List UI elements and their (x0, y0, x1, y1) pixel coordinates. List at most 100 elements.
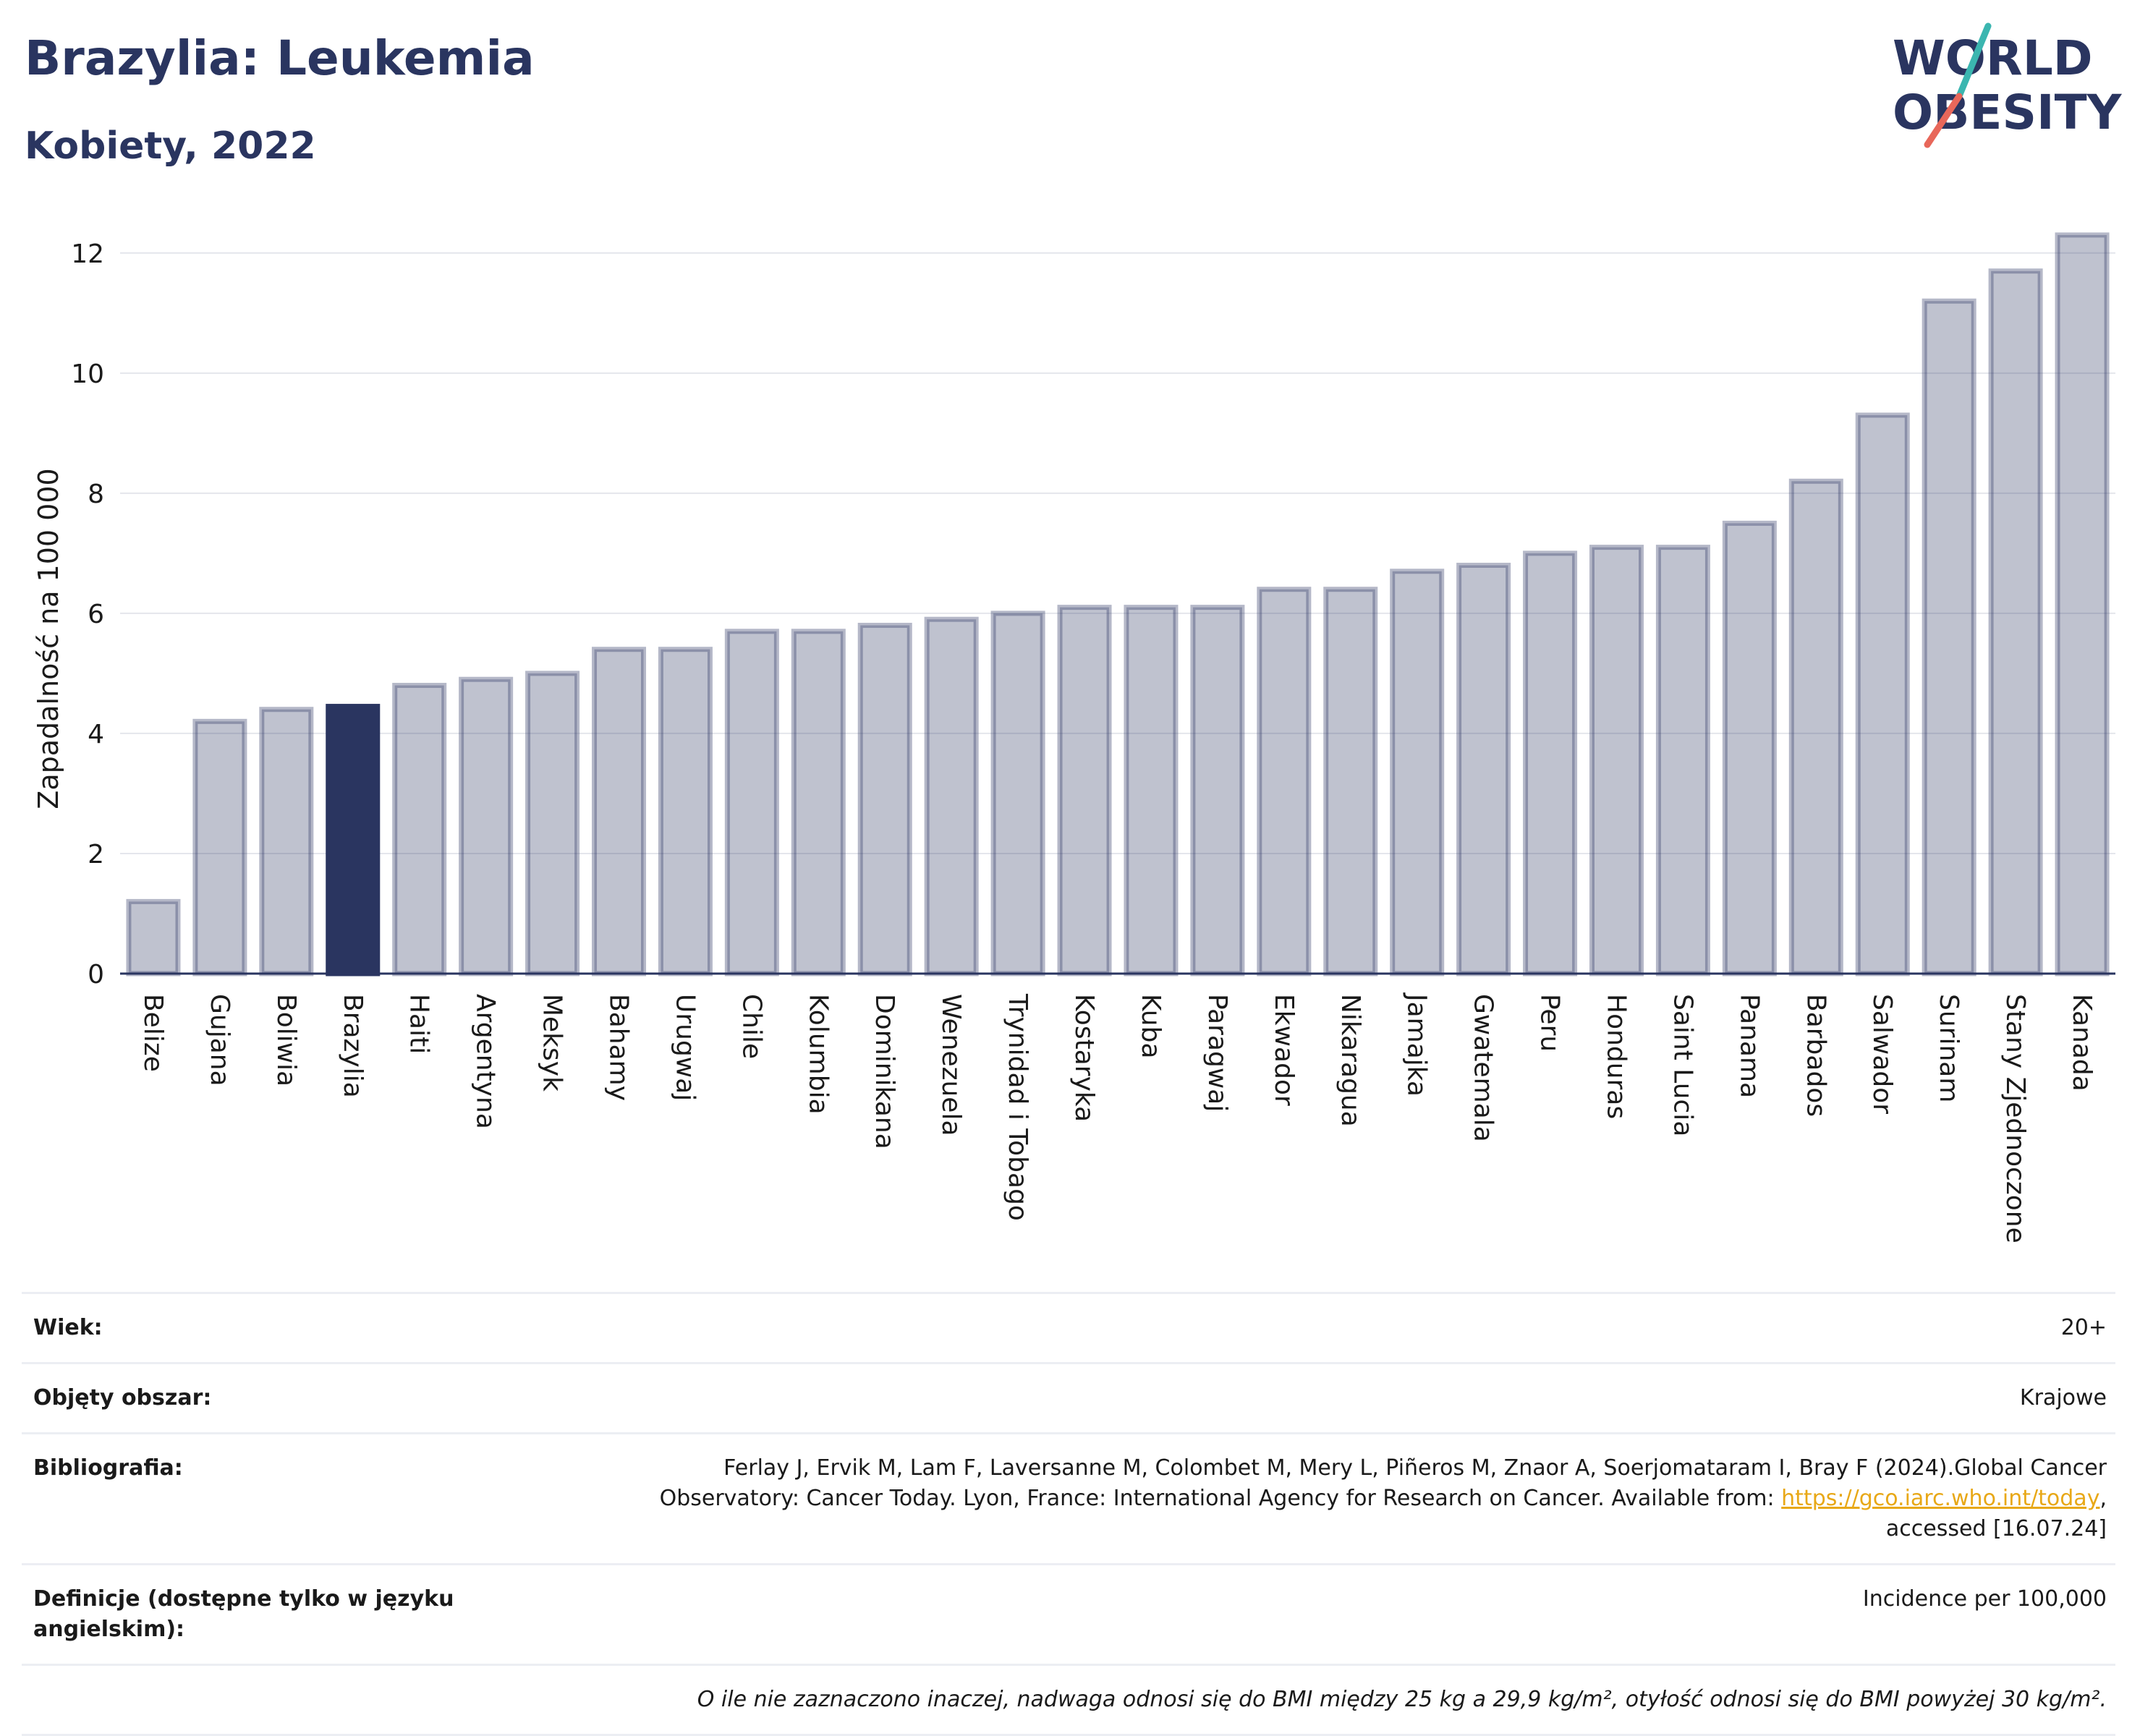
x-axis-labels: Belize Gujana Boliwia Brazylia Haiti Argentyn… (138, 992, 2097, 1243)
bar-brazylia (326, 704, 381, 977)
x-tick-label: Paragwaj (1202, 994, 1232, 1112)
bar-barbados (1788, 478, 1843, 977)
bar-trynidad-i-tobago (990, 610, 1045, 977)
bar-chart: 0 2 4 6 8 10 12 Belize Gujana Boliwia Brazylia Hai… (33, 232, 2115, 1243)
x-tick-label: Jamajka (1402, 992, 1432, 1097)
x-tick-label: Trynidad i Tobago (1003, 993, 1032, 1221)
info-row-age: Wiek: 20+ (22, 1293, 2115, 1363)
x-tick-label: Salwador (1867, 994, 1897, 1114)
x-tick-label: Panama (1734, 994, 1764, 1098)
bibliography-link[interactable]: https://gco.iarc.who.int/today (1781, 1486, 2100, 1511)
y-axis-label: Zapadalność na 100 000 (33, 468, 64, 809)
bar-belize (126, 898, 181, 977)
logo-word-obesity: OBESITY (1893, 85, 2123, 140)
bar-honduras (1589, 545, 1644, 977)
info-table: Wiek: 20+ Objęty obszar: Krajowe Bibliog… (22, 1292, 2115, 1736)
bar-kostaryka (1057, 605, 1112, 977)
y-tick-label: 4 (88, 720, 104, 749)
bar-kolumbia (791, 629, 846, 977)
definitions-label: Definicje (dostępne tylko w języku angie… (33, 1586, 454, 1642)
page-title: Brazylia: Leukemia (25, 30, 535, 86)
age-label: Wiek: (33, 1315, 103, 1340)
x-tick-label: Argentyna (471, 994, 501, 1129)
bar-chile (724, 629, 779, 977)
bibliography-text-4: accessed [16.07.24] (1885, 1516, 2107, 1541)
bar-kanada (2055, 232, 2110, 977)
info-row-bibliography: Bibliografia: Ferlay J, Ervik M, Lam F, … (22, 1433, 2115, 1565)
x-tick-label: Barbados (1801, 994, 1830, 1117)
x-tick-label: Stany Zjednoczone (2000, 994, 2030, 1243)
x-tick-label: Brazylia (338, 994, 368, 1098)
x-tick-label: Urugwaj (670, 994, 700, 1101)
x-tick-label: Kuba (1136, 994, 1165, 1059)
bars (126, 232, 2110, 977)
bibliography-value: Ferlay J, Ervik M, Lam F, Laversanne M, … (476, 1434, 2115, 1565)
info-row-definitions: Definicje (dostępne tylko w języku angie… (22, 1564, 2115, 1665)
x-tick-label: Boliwia (271, 994, 301, 1086)
bar-jamajka (1390, 569, 1445, 977)
coverage-value: Krajowe (2019, 1385, 2107, 1410)
gridlines (120, 252, 2115, 854)
x-tick-label: Honduras (1602, 994, 1631, 1119)
definitions-value: Incidence per 100,000 (1862, 1586, 2107, 1612)
y-tick-label: 12 (71, 239, 104, 269)
y-tick-label: 10 (71, 359, 104, 389)
x-tick-label: Meksyk (538, 994, 567, 1092)
bar-wenezuela (924, 616, 979, 977)
y-tick-label: 0 (88, 960, 104, 990)
x-tick-label: Peru (1535, 994, 1565, 1052)
bar-peru (1523, 550, 1578, 977)
bar-gwatemala (1456, 562, 1511, 977)
logo-slash-teal (1956, 22, 1992, 100)
bibliography-text-3: , (2099, 1486, 2107, 1511)
bar-argentyna (459, 676, 514, 977)
y-axis-ticks: 0 2 4 6 8 10 12 (71, 239, 104, 990)
bar-paragwaj (1190, 605, 1245, 977)
bar-nikaragua (1323, 587, 1378, 977)
bar-boliwia (259, 707, 314, 977)
x-tick-label: Haiti (404, 994, 434, 1054)
bar-haiti (392, 683, 447, 977)
x-tick-label: Nikaragua (1336, 994, 1365, 1127)
bar-salwador (1855, 412, 1910, 977)
bar-saint-lucia (1655, 545, 1710, 977)
logo-slash-coral (1924, 93, 1963, 148)
y-tick-label: 8 (88, 480, 104, 509)
y-tick-label: 6 (88, 600, 104, 629)
bar-panama (1722, 520, 1777, 977)
bar-bahamy (591, 647, 647, 977)
x-tick-label: Dominikana (870, 994, 899, 1149)
x-tick-label: Gujana (205, 994, 234, 1086)
age-value: 20+ (2060, 1315, 2107, 1340)
x-tick-label: Saint Lucia (1668, 994, 1697, 1136)
bar-ekwador (1257, 587, 1312, 977)
bar-urugwaj (658, 647, 713, 977)
x-tick-label: Kostaryka (1069, 994, 1099, 1122)
bmi-note: O ile nie zaznaczono inaczej, nadwaga od… (697, 1687, 2107, 1712)
note-spacer (22, 1665, 476, 1735)
x-tick-label: Kolumbia (803, 994, 833, 1115)
info-row-coverage: Objęty obszar: Krajowe (22, 1363, 2115, 1434)
bibliography-text-2: Observatory: Cancer Today. Lyon, France:… (659, 1486, 1782, 1511)
page-subtitle: Kobiety, 2022 (25, 124, 316, 168)
world-obesity-logo: WORLD OBESITY (1893, 22, 2123, 148)
bar-dominikana (857, 623, 912, 977)
bar-gujana (192, 718, 247, 977)
info-row-note: O ile nie zaznaczono inaczej, nadwaga od… (22, 1664, 2115, 1735)
logo-word-world: WORLD (1893, 30, 2093, 86)
x-tick-label: Belize (138, 994, 168, 1072)
y-tick-label: 2 (88, 840, 104, 869)
x-tick-label: Wenezuela (936, 994, 966, 1136)
x-tick-label: Kanada (2067, 994, 2097, 1092)
bar-kuba (1124, 605, 1179, 977)
x-tick-label: Surinam (1934, 994, 1963, 1102)
bar-meksyk (525, 671, 580, 977)
bar-stany-zjednoczone (1988, 268, 2043, 977)
bibliography-label: Bibliografia: (33, 1455, 183, 1481)
bar-surinam (1922, 298, 1976, 977)
x-tick-label: Gwatemala (1469, 994, 1498, 1142)
x-tick-label: Bahamy (604, 994, 634, 1101)
x-tick-label: Chile (736, 994, 766, 1059)
bibliography-text-1: Ferlay J, Ervik M, Lam F, Laversanne M, … (723, 1455, 2107, 1481)
x-tick-label: Ekwador (1269, 994, 1299, 1106)
